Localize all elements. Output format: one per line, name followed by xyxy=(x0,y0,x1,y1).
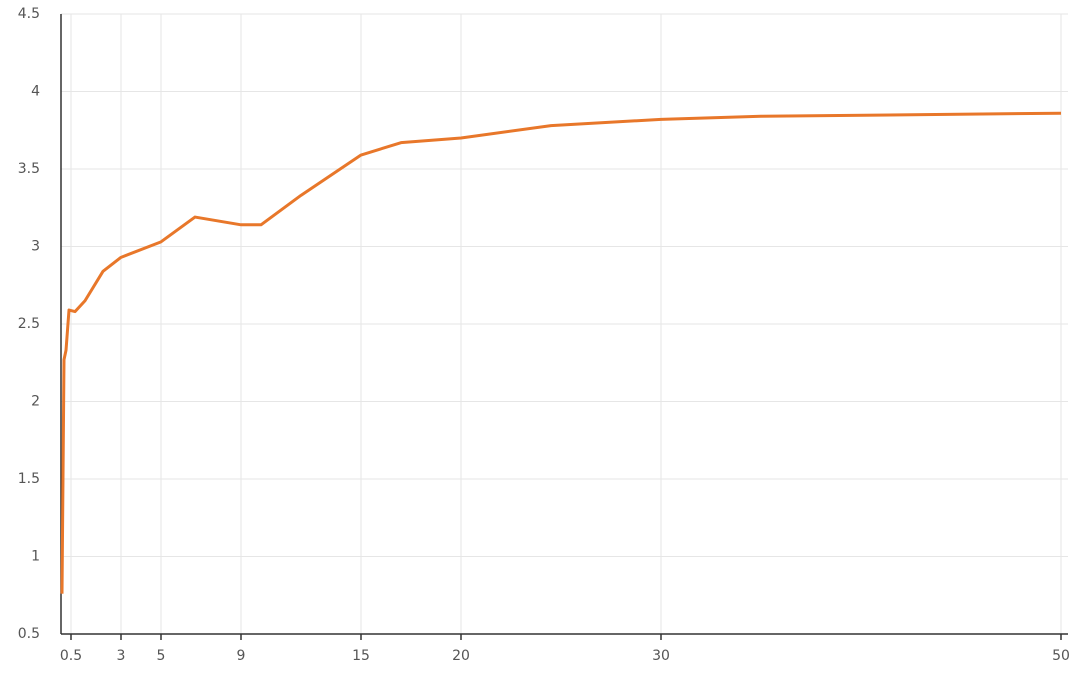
x-tick-label: 9 xyxy=(237,648,246,664)
x-tick-label: 15 xyxy=(352,648,370,664)
x-tick-label: 30 xyxy=(652,648,670,664)
y-tick-label: 2.5 xyxy=(18,316,40,332)
y-tick-label: 4 xyxy=(31,84,40,100)
x-tick-label: 0.5 xyxy=(60,648,82,664)
x-tick-label: 20 xyxy=(452,648,470,664)
y-tick-label: 3.5 xyxy=(18,161,40,177)
x-tick-label: 5 xyxy=(157,648,166,664)
y-tick-label: 3 xyxy=(31,239,40,255)
y-tick-label: 1 xyxy=(31,549,40,565)
x-tick-label: 50 xyxy=(1052,648,1070,664)
y-tick-label: 2 xyxy=(31,394,40,410)
y-tick-label: 4.5 xyxy=(18,6,40,22)
x-tick-label: 3 xyxy=(117,648,126,664)
y-tick-label: 1.5 xyxy=(18,471,40,487)
data-line xyxy=(60,111,1062,594)
y-tick-label: 0.5 xyxy=(18,626,40,642)
